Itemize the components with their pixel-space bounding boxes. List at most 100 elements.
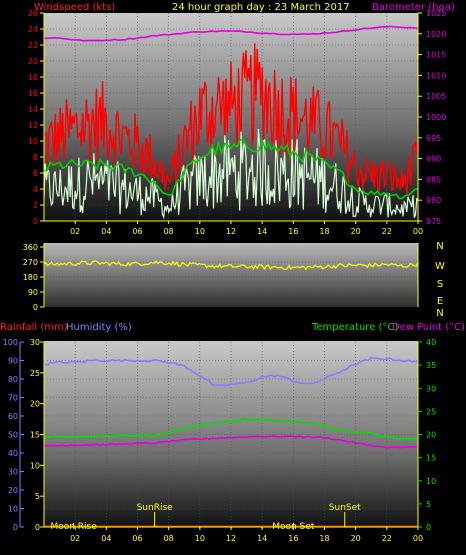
humidity-tick-label: 40 <box>8 449 18 458</box>
windspeed-tick-label: 2 <box>33 201 38 210</box>
barometer-tick-label: 975 <box>426 217 441 226</box>
compass-label: N <box>436 308 443 319</box>
x-tick-label: 12 <box>226 534 236 543</box>
x-tick-label: 14 <box>257 227 267 236</box>
moon-annotation: Moon Rise <box>50 522 97 532</box>
windspeed-tick-label: 18 <box>28 73 38 82</box>
gust-series-line <box>43 43 419 196</box>
chart-title: 24 hour graph day : 23 March 2017 <box>172 2 350 13</box>
x-tick-label: 18 <box>319 534 329 543</box>
temperature-tick-label: 15 <box>426 454 436 463</box>
barometer-tick-label: 995 <box>426 134 441 143</box>
windspeed-tick-label: 22 <box>28 41 38 50</box>
x-tick-label: 22 <box>382 227 392 236</box>
x-tick-label: 10 <box>195 227 205 236</box>
x-tick-label: 02 <box>70 227 80 236</box>
humidity-tick-label: 100 <box>3 338 18 347</box>
dewpoint-series-line <box>43 434 419 449</box>
dewpoint-axis-title: Dew Point (°C) <box>392 322 465 333</box>
barometer-tick-label: 990 <box>426 155 441 164</box>
barometer-tick-label: 1020 <box>426 30 446 39</box>
x-tick-label: 14 <box>257 534 267 543</box>
direction-grid <box>44 261 418 293</box>
temperature-series-line <box>43 418 419 441</box>
x-tick-label: 10 <box>195 534 205 543</box>
windspeed-tick-label: 16 <box>28 89 38 98</box>
average-series-line <box>43 138 419 200</box>
barometer-tick-label: 1015 <box>426 51 446 60</box>
windspeed-tick-label: 24 <box>28 25 38 34</box>
barometer-tick-label: 1000 <box>426 113 446 122</box>
barometer-tick-label: 1025 <box>426 9 446 18</box>
rainfall-tick-label: 30 <box>30 338 40 347</box>
windspeed-tick-label: 0 <box>33 217 38 226</box>
windspeed-tick-label: 6 <box>33 169 38 178</box>
barometer-tick-label: 1005 <box>426 92 446 101</box>
barometer-tick-label: 980 <box>426 196 441 205</box>
temp-grid <box>44 342 419 527</box>
humidity-tick-label: 0 <box>13 523 18 532</box>
barometer-axis-title: Barometer (hpa) <box>372 2 455 13</box>
direction-tick-label: 0 <box>33 303 38 312</box>
compass-label: W <box>435 261 445 272</box>
direction-tick-label: 270 <box>23 258 38 267</box>
x-tick-label: 16 <box>288 227 298 236</box>
compass-label: E <box>437 296 443 307</box>
rainfall-tick-label: 20 <box>30 400 40 409</box>
humidity-tick-label: 80 <box>8 375 18 384</box>
temperature-tick-label: 0 <box>426 523 431 532</box>
sun-annotation: SunSet <box>329 503 361 513</box>
humidity-axis-title: Humidity (%) <box>66 322 132 333</box>
windspeed-tick-label: 12 <box>28 121 38 130</box>
windspeed-tick-label: 20 <box>28 57 38 66</box>
barometer-tick-label: 985 <box>426 175 441 184</box>
temperature-tick-label: 25 <box>426 407 436 416</box>
x-tick-label: 08 <box>164 534 174 543</box>
minimum-series-line <box>43 128 419 220</box>
moon-annotation: Moon Set <box>272 522 315 532</box>
temperature-tick-label: 35 <box>426 361 436 370</box>
astro-annotations: Moon Rise SunRise Moon Set SunSet <box>50 503 361 532</box>
x-tick-label: 04 <box>101 534 111 543</box>
humidity-tick-label: 90 <box>8 357 18 366</box>
windspeed-tick-label: 10 <box>28 137 38 146</box>
rainfall-tick-label: 5 <box>35 492 40 501</box>
direction-panel <box>44 243 418 307</box>
x-tick-label: 00 <box>413 227 423 236</box>
direction-tick-label: 180 <box>23 273 38 282</box>
x-tick-label: 16 <box>288 534 298 543</box>
barometer-tick-label: 1010 <box>426 71 446 80</box>
windspeed-tick-label: 4 <box>33 185 38 194</box>
x-tick-label: 04 <box>101 227 111 236</box>
windspeed-tick-label: 26 <box>28 9 38 18</box>
humidity-tick-label: 20 <box>8 486 18 495</box>
temperature-tick-label: 30 <box>426 384 436 393</box>
humidity-tick-label: 50 <box>8 431 18 440</box>
wind-series <box>43 25 419 220</box>
x-tick-label: 20 <box>351 227 361 236</box>
rainfall-tick-label: 10 <box>30 461 40 470</box>
x-tick-label: 22 <box>382 534 392 543</box>
rainfall-tick-label: 15 <box>30 431 40 440</box>
x-tick-label: 06 <box>132 534 142 543</box>
humidity-tick-label: 70 <box>8 394 18 403</box>
compass-label: S <box>437 279 443 290</box>
temperature-tick-label: 40 <box>426 338 436 347</box>
windspeed-tick-label: 14 <box>28 105 38 114</box>
rainfall-tick-label: 25 <box>30 369 40 378</box>
direction-series-line <box>43 260 419 271</box>
rainfall-tick-label: 0 <box>35 523 40 532</box>
temperature-tick-label: 10 <box>426 477 436 486</box>
compass-label: N <box>436 241 443 252</box>
direction-tick-label: 90 <box>28 288 38 297</box>
humidity-tick-label: 60 <box>8 412 18 421</box>
x-tick-label: 00 <box>413 534 423 543</box>
temp-axes: 0102030405060708090100051015202530051015… <box>3 338 436 543</box>
humidity-tick-label: 30 <box>8 468 18 477</box>
x-tick-label: 12 <box>226 227 236 236</box>
x-tick-label: 20 <box>351 534 361 543</box>
x-tick-label: 06 <box>132 227 142 236</box>
x-tick-label: 08 <box>164 227 174 236</box>
temperature-tick-label: 20 <box>426 431 436 440</box>
